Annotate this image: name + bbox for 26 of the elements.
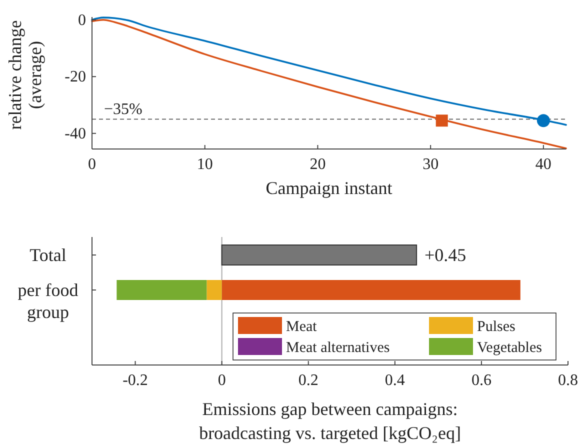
legend-label: Pulses [477, 319, 516, 335]
x-axis-title: Emissions gap between campaigns: broadcasting vs. targeted [kgCO₂eq] [199, 399, 461, 443]
line-series [91, 18, 567, 150]
x-tick-label: 0.4 [384, 372, 405, 389]
legend-label: Meat [286, 319, 318, 335]
legend-label: Vegetables [477, 340, 542, 356]
y-tick-label: -40 [64, 125, 86, 142]
x-tick-label: 0 [218, 372, 226, 389]
y-tick-label: Total [30, 245, 66, 265]
line-series [91, 16, 567, 126]
x-axis-title: Campaign instant [266, 178, 392, 198]
y-tick-label: 0 [78, 12, 86, 29]
x-tick-label: -0.2 [122, 372, 148, 389]
x-tick-label: 0.2 [298, 372, 318, 389]
y-tick-label: -20 [64, 68, 86, 86]
x-tick-label: 20 [310, 156, 326, 173]
y-axis-title: relative change (average) [5, 20, 45, 130]
y-tick-label: per food group [18, 280, 78, 322]
ref-line-label: −35% [104, 101, 142, 118]
legend-label: Meat alternatives [286, 340, 390, 356]
x-tick-label: 10 [196, 156, 213, 173]
x-tick-label: 0.8 [558, 372, 578, 389]
x-tick-label: 40 [535, 156, 552, 173]
x-tick-label: 30 [422, 156, 439, 173]
data-label: +0.45 [424, 245, 466, 265]
x-tick-label: 0.6 [471, 372, 492, 389]
